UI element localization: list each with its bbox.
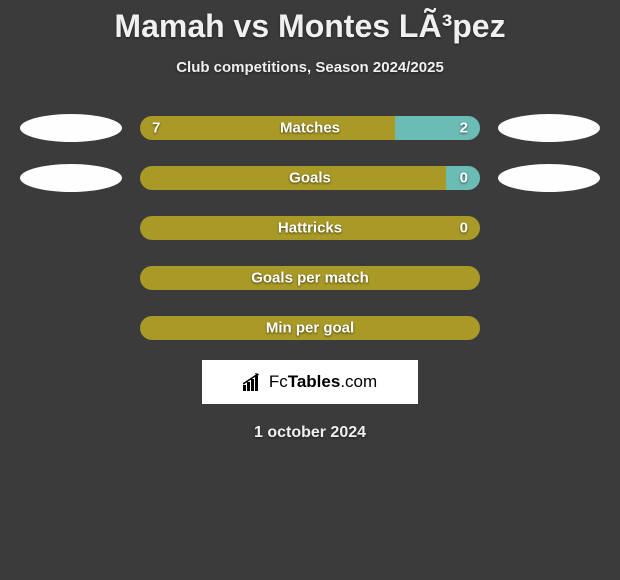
stat-bar: Goals per match — [140, 266, 480, 290]
stat-value-left: 7 — [152, 120, 160, 137]
logo-text: FcTables.com — [269, 372, 377, 392]
stat-row: Min per goal — [0, 314, 620, 342]
page-subtitle: Club competitions, Season 2024/2025 — [176, 59, 444, 76]
stat-row: Matches 7 2 — [0, 114, 620, 142]
stat-label: Goals per match — [251, 270, 369, 287]
logo-prefix: Fc — [269, 372, 288, 391]
player-badge-left — [20, 114, 122, 142]
stat-label: Matches — [280, 120, 340, 137]
date-label: 1 october 2024 — [254, 424, 366, 442]
logo-bars-icon — [243, 373, 265, 391]
logo-suffix: .com — [340, 372, 377, 391]
stat-label: Hattricks — [278, 220, 342, 237]
page-title: Mamah vs Montes LÃ³pez — [114, 8, 505, 45]
stat-row: Hattricks 0 — [0, 214, 620, 242]
stat-row: Goals per match — [0, 264, 620, 292]
stat-label: Min per goal — [266, 320, 354, 337]
stat-bar: Min per goal — [140, 316, 480, 340]
stat-value-right: 0 — [460, 220, 468, 237]
stat-bar: Hattricks 0 — [140, 216, 480, 240]
stat-bar: Matches 7 2 — [140, 116, 480, 140]
logo-main: Tables — [288, 372, 341, 391]
stat-label: Goals — [289, 170, 331, 187]
stat-value-right: 2 — [460, 120, 468, 137]
stat-bar: Goals 0 — [140, 166, 480, 190]
player-badge-right — [498, 164, 600, 192]
stats-comparison: Mamah vs Montes LÃ³pez Club competitions… — [0, 0, 620, 442]
stat-value-right: 0 — [460, 170, 468, 187]
stat-row: Goals 0 — [0, 164, 620, 192]
player-badge-left — [20, 164, 122, 192]
logo-box: FcTables.com — [202, 360, 418, 404]
player-badge-right — [498, 114, 600, 142]
bar-segment-left — [140, 116, 395, 140]
stat-rows: Matches 7 2 Goals 0 Hattricks 0 Goals per match… — [0, 114, 620, 342]
